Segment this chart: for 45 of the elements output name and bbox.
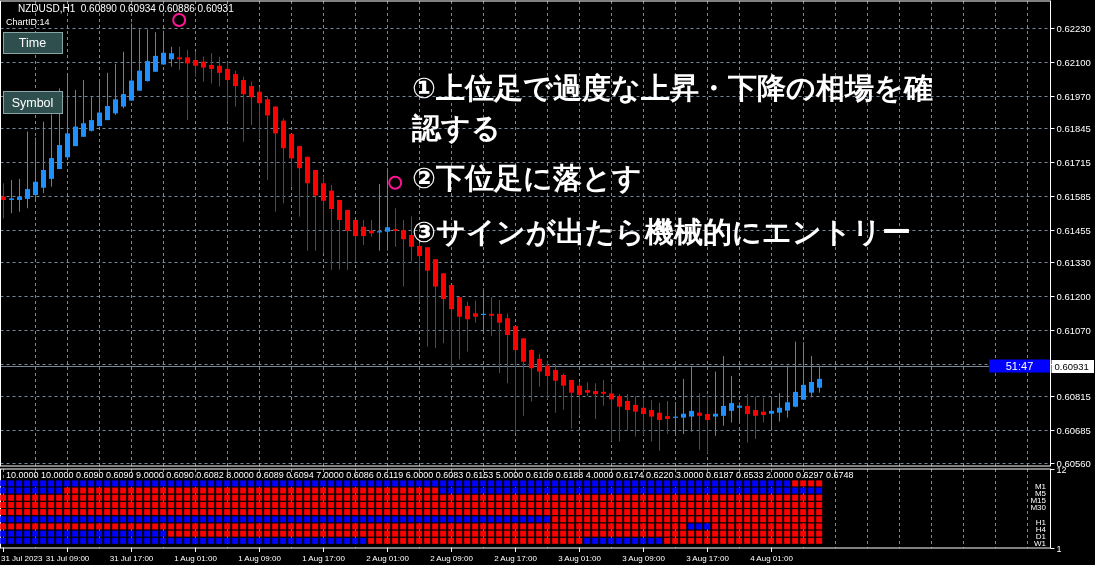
- y-tick-label: 0.61585: [1056, 190, 1091, 202]
- x-tick-label: 2 Aug 09:00: [430, 554, 473, 563]
- y-tick-label: 0.61845: [1056, 122, 1091, 134]
- subtitle: ChartID:14: [6, 17, 50, 27]
- annotation: ①上位足で過度な上昇・下降の相場を確認する: [412, 72, 934, 144]
- y-tick-label: 0.61455: [1056, 224, 1091, 236]
- row-label: M15: [1030, 496, 1046, 506]
- x-tick-label: 1 Aug 01:00: [174, 554, 217, 563]
- y-tick-label: 0.61200: [1056, 290, 1091, 302]
- x-tick-label: 4 Aug 01:00: [750, 554, 793, 563]
- y-tick-label: 0.61970: [1056, 90, 1091, 102]
- y-tick-label: 0.61715: [1056, 156, 1091, 168]
- x-tick-label: 31 Jul 09:00: [45, 554, 90, 563]
- row-label: M1: [1034, 481, 1046, 491]
- y-tick-label: 0.61070: [1056, 324, 1091, 336]
- x-tick-label: 3 Aug 01:00: [558, 554, 601, 563]
- y-tick-label: 0.60815: [1056, 390, 1091, 402]
- x-tick-label: 31 Jul 17:00: [109, 554, 154, 563]
- row-label: W1: [1034, 539, 1046, 548]
- annotation: ②下位足に落とす: [412, 162, 643, 194]
- x-tick-label: 1 Aug 09:00: [238, 554, 281, 563]
- y-tick-label: 0.60685: [1056, 424, 1091, 436]
- ref-line-label: 0.60931: [1054, 361, 1089, 372]
- x-tick-label: 3 Aug 09:00: [622, 554, 665, 563]
- x-tick-label: 2 Aug 17:00: [494, 554, 537, 563]
- row-label: H1: [1035, 517, 1046, 527]
- y-tick-label: 0.61330: [1056, 256, 1091, 268]
- y-tick-label: 0.62230: [1056, 22, 1091, 34]
- x-tick-label: 31 Jul 2023: [1, 554, 43, 563]
- x-tick-label: 3 Aug 17:00: [686, 554, 729, 563]
- chart-title: NZDUSD,H1 0.60890 0.60934 0.60886 0.60931: [18, 3, 234, 14]
- chart-title: 10.0000 10.0000 0.6090 0.6090 9.0000 0.6090 0.6082 8.0000 0.6089 0.6094 7.0000 0.6086 0.6119 6.0000 0.6083 0.6153 5.0000 0.6109 0.6188 4.0000 0.6174 0.6220 3.0000 0.6187 0.6533 2.0000 0.6297 0.6748: [6, 470, 854, 480]
- annotation: Symbol: [11, 95, 54, 110]
- row-label: M5: [1034, 488, 1046, 498]
- row-label: D1: [1035, 532, 1046, 541]
- row-label: H4: [1035, 524, 1046, 534]
- annotation: ③サインが出たら機械的にエントリー: [412, 216, 912, 248]
- y-tick-label: 0.62100: [1056, 56, 1091, 68]
- y-tick-label: 1: [1056, 543, 1062, 554]
- ref-line-label: 0.60931: [1051, 360, 1094, 373]
- annotation: 51:47: [1005, 360, 1034, 372]
- annotation: Time: [18, 36, 47, 50]
- x-tick-label: 2 Aug 01:00: [366, 554, 409, 563]
- x-tick-label: 1 Aug 17:00: [302, 554, 345, 563]
- row-label: M30: [1030, 503, 1046, 513]
